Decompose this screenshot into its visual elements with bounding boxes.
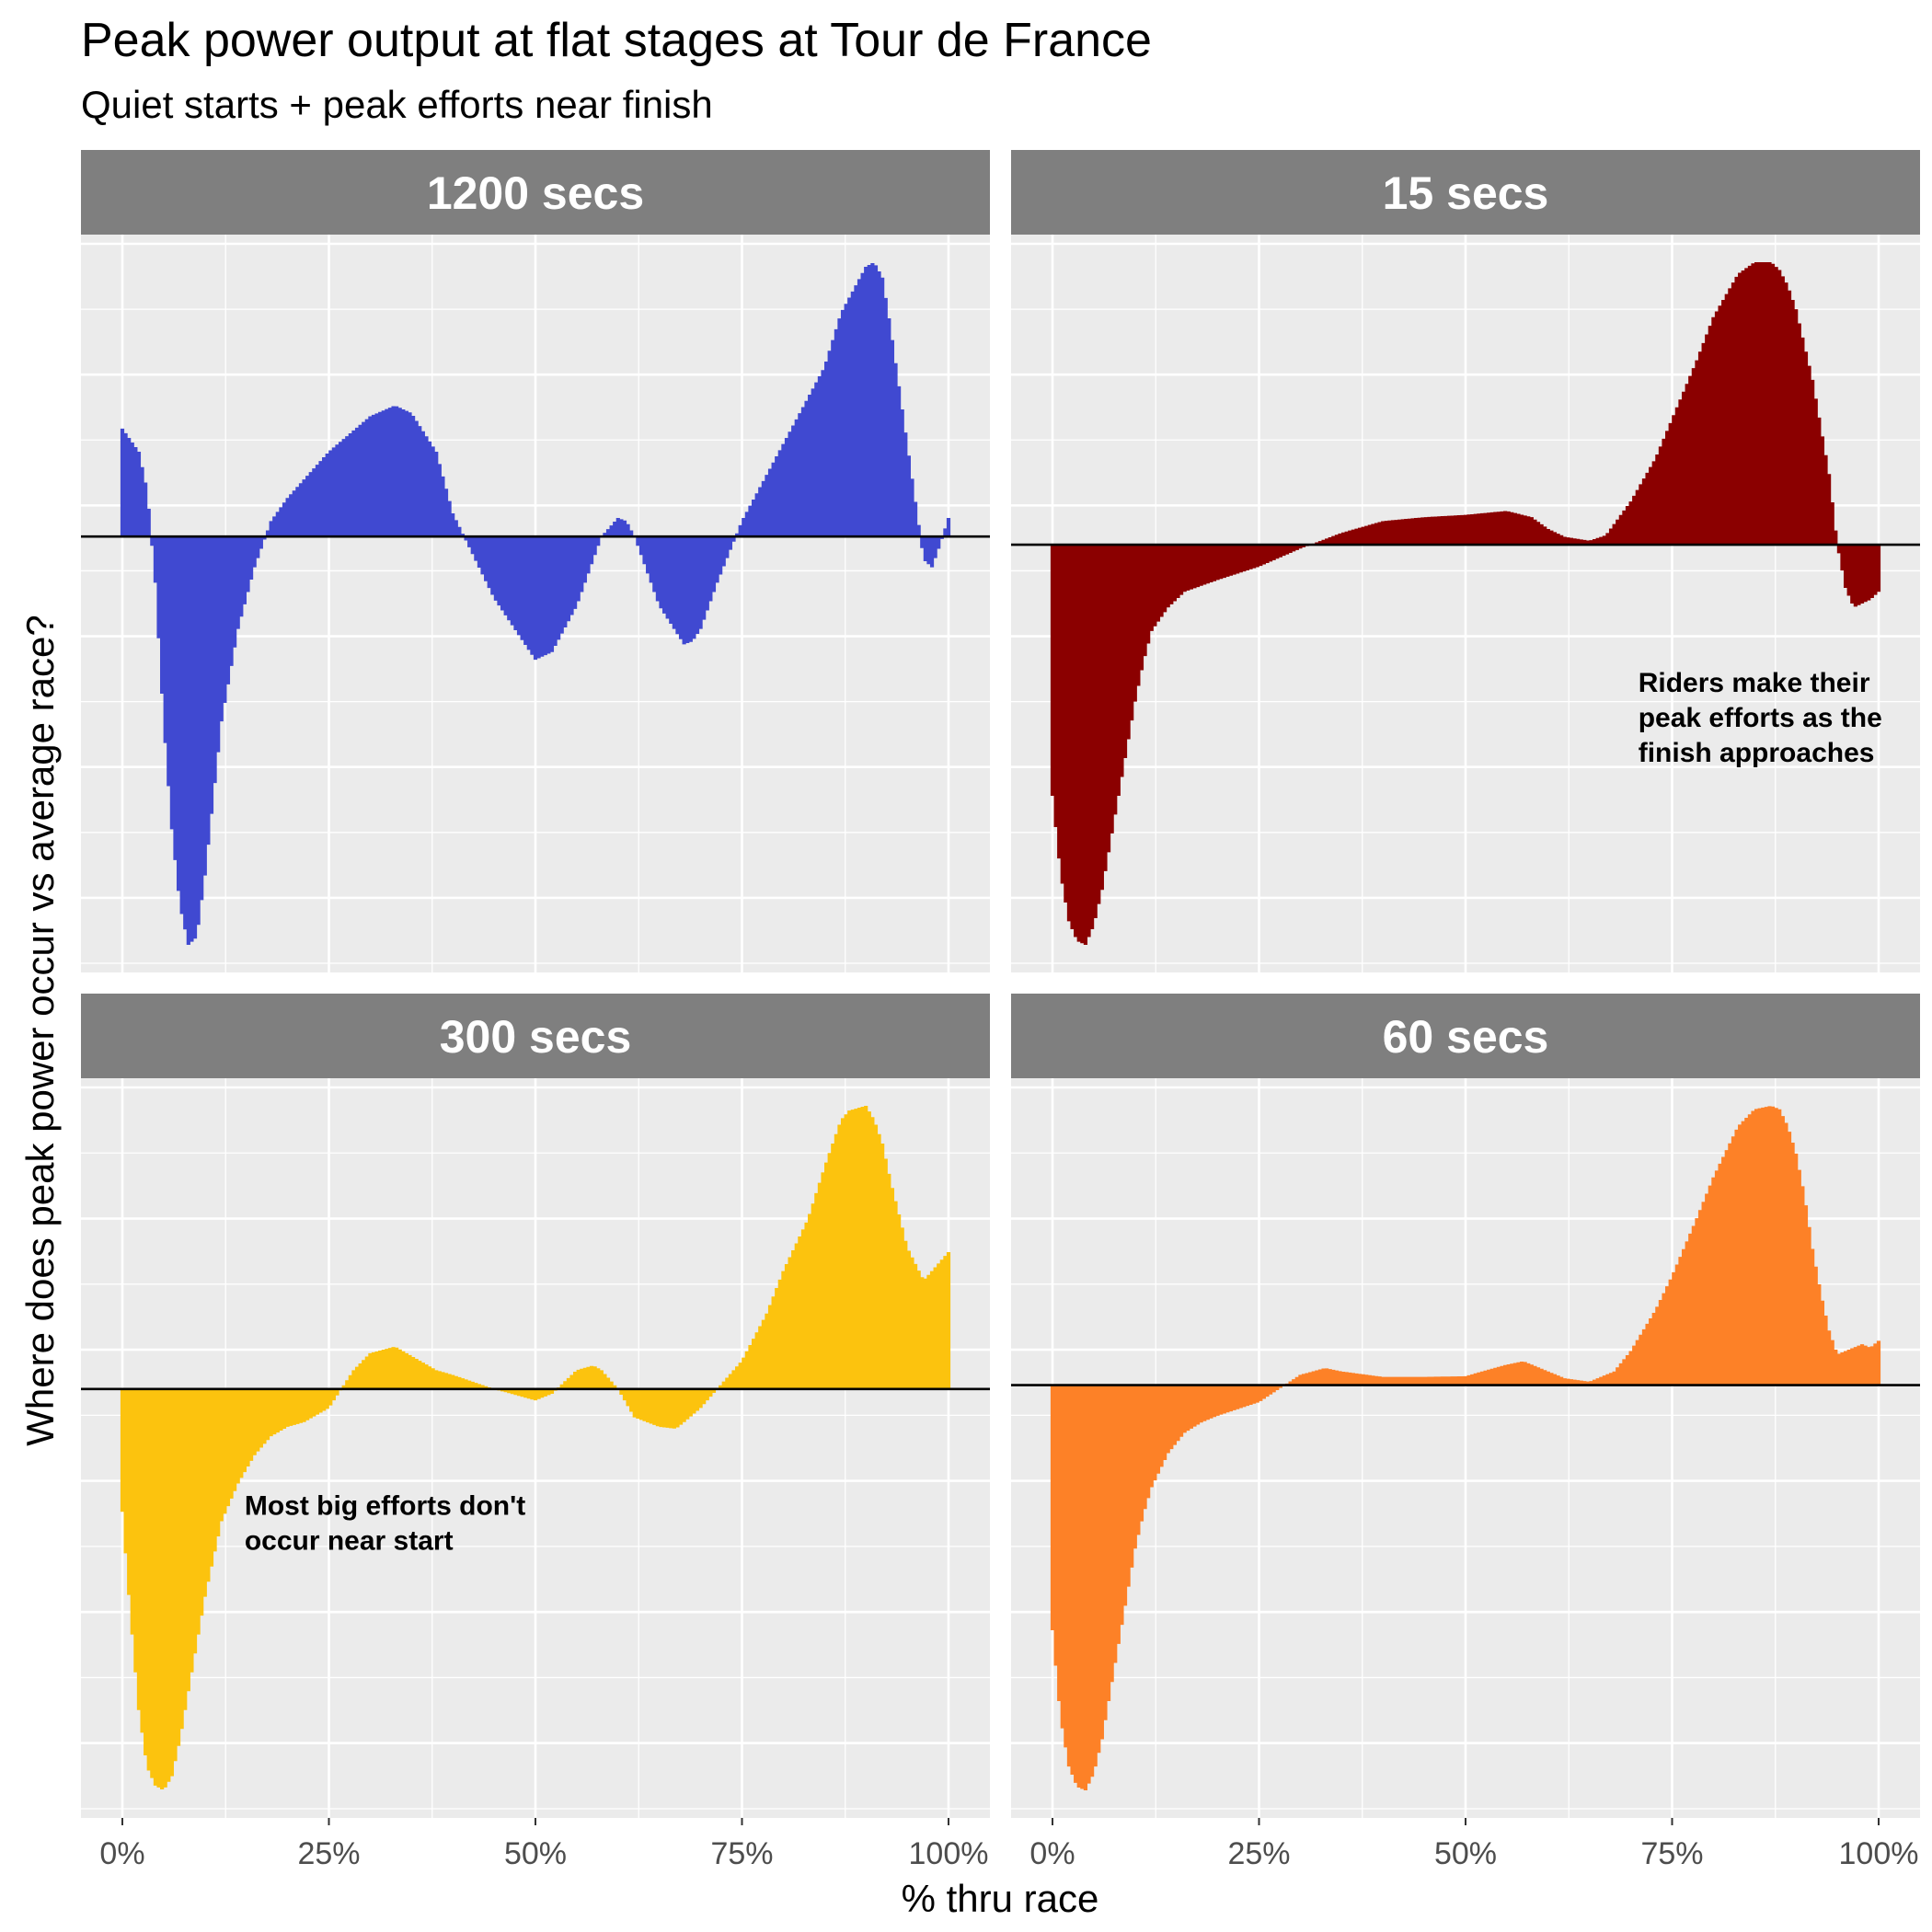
chart-title: Peak power output at flat stages at Tour… <box>81 14 1152 67</box>
y-axis-title: Where does peak power occur vs average r… <box>18 615 62 1445</box>
x-tick-label: 25% <box>1227 1836 1290 1871</box>
x-tick-label: 75% <box>710 1836 773 1871</box>
panel-15-secs: 15 secs Riders make their peak efforts as … <box>1011 150 1920 972</box>
annotation-text: Riders make their peak efforts as the fini… <box>1639 668 1882 768</box>
chart-subtitle: Quiet starts + peak efforts near finish <box>81 83 713 126</box>
x-tick-label: 100% <box>1839 1836 1919 1871</box>
panel-60-secs: 60 secs 0% 25% 50% 75% 100% <box>1011 994 1920 1871</box>
x-tick-label: 50% <box>504 1836 567 1871</box>
panel-1200-secs: 1200 secs <box>81 150 990 972</box>
area-series <box>120 1106 951 1789</box>
area-series <box>1050 1106 1881 1790</box>
area-series <box>1050 262 1881 945</box>
facet-strip <box>81 994 990 1078</box>
x-axis-title: % thru race <box>902 1877 1099 1920</box>
area-series <box>120 263 951 945</box>
facet-strip <box>1011 994 1920 1078</box>
annotation-text: Most big efforts don't occur near start <box>245 1490 525 1556</box>
x-tick-label: 100% <box>909 1836 989 1871</box>
facet-label: 300 secs <box>440 1011 632 1063</box>
facet-label: 15 secs <box>1383 167 1549 219</box>
x-tick-label: 25% <box>297 1836 360 1871</box>
panel-300-secs: 300 secs Most big efforts don't occur near… <box>81 994 990 1871</box>
facet-strip <box>1011 150 1920 235</box>
facet-strip <box>81 150 990 235</box>
x-tick-label: 75% <box>1640 1836 1703 1871</box>
facet-label: 60 secs <box>1383 1011 1549 1063</box>
x-tick-label: 0% <box>99 1836 144 1871</box>
facet-label: 1200 secs <box>427 167 644 219</box>
x-tick-label: 50% <box>1434 1836 1497 1871</box>
x-tick-label: 0% <box>1029 1836 1075 1871</box>
